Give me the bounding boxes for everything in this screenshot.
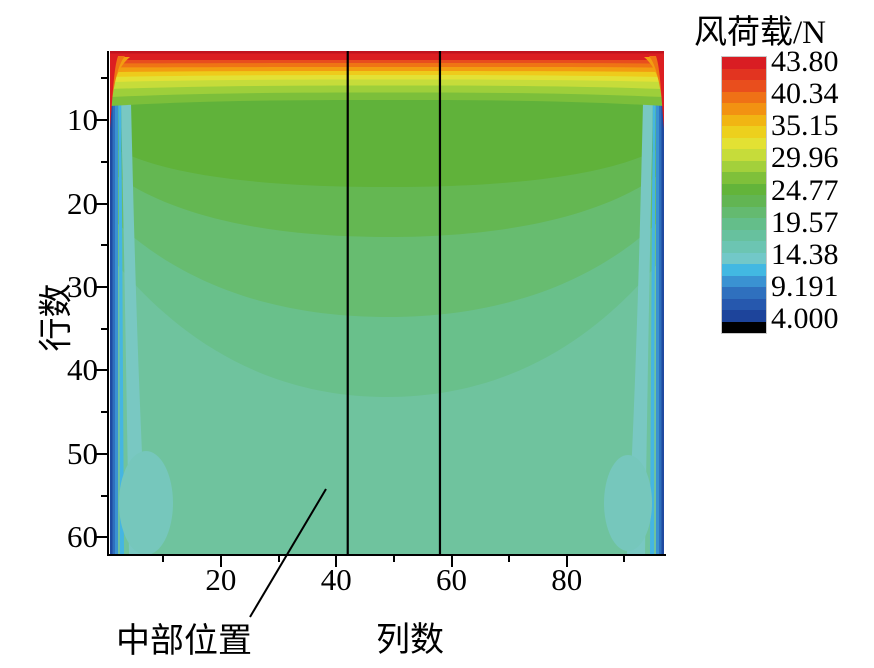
y-axis-line bbox=[107, 51, 109, 556]
colorbar-band-14 bbox=[722, 218, 766, 230]
colorbar-band-7 bbox=[722, 137, 766, 150]
x-major-tick-60 bbox=[450, 556, 453, 567]
x-major-tick-40 bbox=[335, 556, 338, 567]
y-tick-label-20: 20 bbox=[67, 185, 98, 221]
right-edge-light-teal-strip bbox=[627, 103, 653, 554]
colorbar-label-19.57: 19.57 bbox=[771, 205, 839, 239]
x-axis-title: 列数 bbox=[376, 622, 444, 659]
y-major-tick-20 bbox=[96, 202, 107, 205]
colorbar-band-6 bbox=[722, 126, 766, 138]
colorbar-label-4.000: 4.000 bbox=[771, 302, 839, 336]
colorbar-label-14.38: 14.38 bbox=[771, 237, 839, 271]
left-edge-cyan-strip bbox=[118, 79, 124, 554]
colorbar-label-35.15: 35.15 bbox=[771, 109, 839, 143]
annotation-middle-position-label: 中部位置 bbox=[116, 623, 252, 660]
x-axis-line bbox=[107, 554, 666, 556]
y-axis-title: 行数 bbox=[38, 283, 76, 352]
colorbar-label-43.80: 43.80 bbox=[771, 45, 839, 78]
colorbar-label-24.77: 24.77 bbox=[771, 173, 839, 207]
right-edge-navy-strip bbox=[661, 51, 664, 554]
colorbar-band-2 bbox=[722, 80, 766, 92]
right-edge-blue-strip bbox=[659, 51, 662, 554]
top-right-red-curl bbox=[655, 54, 664, 129]
bottom-left-corner-blob bbox=[119, 451, 173, 554]
y-tick-label-50: 50 bbox=[67, 435, 98, 471]
y-major-tick-50 bbox=[96, 452, 107, 455]
colorbar-band-13 bbox=[722, 206, 766, 219]
y-major-tick-10 bbox=[96, 119, 107, 122]
contour-plot-area bbox=[110, 51, 664, 554]
colorbar-band-1 bbox=[722, 68, 766, 81]
x-minor-tick-10 bbox=[162, 556, 165, 562]
left-edge-navy-strip bbox=[110, 51, 113, 554]
colorbar-band-4 bbox=[722, 103, 766, 115]
y-minor-tick-55 bbox=[101, 494, 107, 497]
x-major-tick-80 bbox=[565, 556, 568, 567]
colorbar-band-below-min bbox=[722, 321, 766, 333]
y-minor-tick-25 bbox=[101, 244, 107, 247]
colorbar-band-11 bbox=[722, 183, 766, 196]
left-edge-blue-strip bbox=[112, 51, 115, 554]
x-minor-tick-50 bbox=[392, 556, 395, 562]
y-minor-tick-35 bbox=[101, 327, 107, 330]
colorbar-band-0 bbox=[722, 57, 766, 69]
top-left-red-curl bbox=[110, 54, 119, 129]
colorbar-band-12 bbox=[722, 195, 766, 207]
colorbar-band-16 bbox=[722, 241, 766, 253]
colorbar-label-9.191: 9.191 bbox=[771, 270, 839, 304]
y-major-tick-30 bbox=[96, 285, 107, 288]
colorbar-band-8 bbox=[722, 149, 766, 161]
colorbar-band-19 bbox=[722, 275, 766, 288]
colorbar-band-9 bbox=[722, 160, 766, 173]
x-major-tick-20 bbox=[219, 556, 222, 567]
x-minor-tick-90 bbox=[623, 556, 626, 562]
top-dark-red-band bbox=[110, 51, 664, 54]
colorbar-band-3 bbox=[722, 91, 766, 104]
colorbar-band-20 bbox=[722, 287, 766, 299]
colorbar-band-10 bbox=[722, 172, 766, 184]
x-tick-label-80: 80 bbox=[551, 562, 583, 597]
left-edge-light-blue-strip bbox=[115, 51, 118, 554]
y-tick-label-30: 30 bbox=[67, 268, 98, 304]
colorbar-band-22 bbox=[722, 310, 766, 322]
colorbar-band-15 bbox=[722, 229, 766, 242]
x-tick-label-40: 40 bbox=[320, 562, 352, 597]
right-edge-cyan-strip bbox=[650, 79, 656, 554]
colorbar-label-29.96: 29.96 bbox=[771, 141, 839, 175]
y-tick-label-10: 10 bbox=[67, 102, 98, 138]
y-tick-label-40: 40 bbox=[67, 352, 98, 388]
x-minor-tick-70 bbox=[508, 556, 511, 562]
colorbar-title: 风荷载/N bbox=[694, 15, 826, 51]
y-tick-label-60: 60 bbox=[67, 519, 98, 555]
y-major-tick-40 bbox=[96, 369, 107, 372]
colorbar-label-40.34: 40.34 bbox=[771, 77, 839, 111]
x-tick-label-60: 60 bbox=[436, 562, 467, 597]
x-tick-label-20: 20 bbox=[205, 562, 237, 597]
y-minor-tick-45 bbox=[101, 411, 107, 414]
colorbar-band-21 bbox=[722, 298, 766, 311]
x-minor-tick-30 bbox=[277, 556, 280, 562]
bottom-right-corner-blob bbox=[604, 455, 652, 551]
left-edge-light-teal-strip bbox=[121, 103, 147, 554]
right-edge-light-blue-strip bbox=[656, 51, 659, 554]
y-minor-tick-15 bbox=[101, 160, 107, 163]
y-minor-tick-5 bbox=[101, 77, 107, 80]
y-major-tick-60 bbox=[96, 536, 107, 539]
colorbar-band-17 bbox=[722, 252, 766, 265]
colorbar bbox=[721, 56, 767, 334]
colorbar-band-18 bbox=[722, 264, 766, 276]
colorbar-band-5 bbox=[722, 114, 766, 127]
